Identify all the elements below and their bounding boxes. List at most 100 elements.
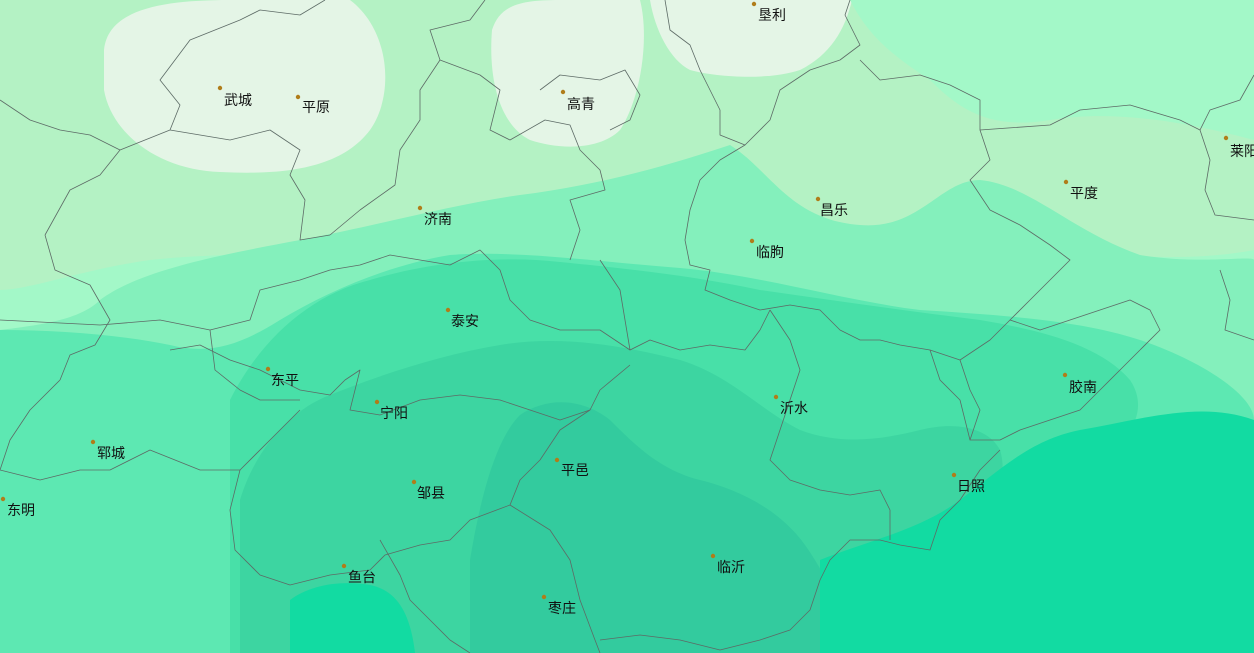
boundary-line xyxy=(169,344,631,421)
city-dot xyxy=(341,563,347,569)
city-label: 泰安 xyxy=(451,314,479,330)
fill-region-east-coast xyxy=(820,411,1254,653)
boundary-line xyxy=(0,379,61,471)
boundary-line xyxy=(859,59,1254,131)
boundary-line xyxy=(229,409,591,586)
boundary-line xyxy=(379,539,471,653)
city-label: 莱阳 xyxy=(1230,144,1254,160)
city-label: 临沂 xyxy=(717,560,745,576)
city-dot xyxy=(374,399,380,405)
city-label: 郓城 xyxy=(97,446,125,462)
city-dot xyxy=(951,472,957,478)
boundary-line xyxy=(439,59,606,261)
city-dot xyxy=(749,238,755,244)
city-marker[interactable]: 宁阳 xyxy=(374,399,408,422)
city-dot xyxy=(710,553,716,559)
fill-band-northeast xyxy=(850,0,1254,140)
city-marker[interactable]: 沂水 xyxy=(773,394,808,417)
city-dot xyxy=(295,94,301,100)
city-marker[interactable]: 昌乐 xyxy=(815,196,848,219)
boundary-line xyxy=(969,129,1161,351)
city-label: 平邑 xyxy=(561,463,589,479)
boundary-line xyxy=(0,409,301,481)
city-label: 枣庄 xyxy=(548,600,576,617)
city-label: 武城 xyxy=(224,93,252,109)
city-marker[interactable]: 平度 xyxy=(1063,179,1098,202)
city-dot xyxy=(541,594,547,600)
city-dot xyxy=(1062,372,1068,378)
boundary-line xyxy=(0,249,771,351)
city-label: 沂水 xyxy=(780,401,808,417)
city-dot xyxy=(265,366,271,372)
city-dot xyxy=(554,457,560,463)
city-marker[interactable]: 平邑 xyxy=(554,457,589,479)
city-marker[interactable]: 邹县 xyxy=(411,479,445,502)
city-marker[interactable]: 泰安 xyxy=(445,307,479,330)
city-marker[interactable]: 郓城 xyxy=(90,439,125,462)
city-label: 东明 xyxy=(7,503,35,519)
boundary-line xyxy=(209,329,300,401)
city-label: 平度 xyxy=(1070,186,1098,202)
city-marker[interactable]: 武城 xyxy=(217,85,252,109)
boundary-line xyxy=(769,309,891,540)
city-dot xyxy=(1223,135,1229,141)
city-marker[interactable]: 东明 xyxy=(0,496,35,519)
city-dot xyxy=(217,85,223,91)
boundary-line xyxy=(329,0,486,236)
boundary-line xyxy=(169,129,331,241)
city-dot xyxy=(90,439,96,445)
boundary-line xyxy=(0,99,121,151)
city-marker[interactable]: 胶南 xyxy=(1062,372,1097,396)
fill-blob-kenli xyxy=(650,0,852,77)
city-label: 济南 xyxy=(424,212,452,228)
boundary-line xyxy=(44,234,111,381)
city-label: 临朐 xyxy=(756,245,784,261)
city-label: 日照 xyxy=(957,479,985,495)
boundary-line xyxy=(929,349,971,441)
city-marker[interactable]: 高青 xyxy=(560,89,595,113)
boundary-line xyxy=(599,449,1001,651)
city-dot xyxy=(773,394,779,400)
city-dot xyxy=(751,1,757,7)
city-marker[interactable]: 东平 xyxy=(265,366,299,389)
city-marker[interactable]: 莱阳 xyxy=(1223,135,1254,160)
city-label: 鱼台 xyxy=(348,569,376,586)
boundary-line xyxy=(1199,129,1254,221)
city-dot xyxy=(1063,179,1069,185)
boundary-line xyxy=(509,504,601,653)
city-dot xyxy=(0,496,6,502)
boundary-line xyxy=(1219,269,1254,341)
city-label: 东平 xyxy=(271,373,299,389)
city-marker[interactable]: 临朐 xyxy=(749,238,784,261)
city-label: 平原 xyxy=(302,100,330,116)
city-marker[interactable]: 临沂 xyxy=(710,553,745,576)
boundary-line xyxy=(959,349,1141,441)
boundary-line xyxy=(684,144,1011,361)
city-dot xyxy=(815,196,821,202)
fill-blob-gaoqing xyxy=(491,0,644,147)
fill-blob-wucheng xyxy=(104,0,386,173)
boundary-line xyxy=(44,0,326,236)
fill-region-southwest xyxy=(290,583,415,653)
city-dot xyxy=(445,307,451,313)
city-label: 胶南 xyxy=(1069,379,1097,396)
city-marker[interactable]: 枣庄 xyxy=(541,594,576,617)
city-marker[interactable]: 垦利 xyxy=(751,1,786,24)
city-label: 昌乐 xyxy=(820,203,848,219)
city-label: 高青 xyxy=(567,96,595,113)
boundary-line xyxy=(539,69,641,131)
city-label: 宁阳 xyxy=(380,405,408,422)
city-label: 垦利 xyxy=(758,8,786,24)
city-marker[interactable]: 平原 xyxy=(295,94,330,116)
city-marker[interactable]: 鱼台 xyxy=(341,563,376,586)
fill-region-level8 xyxy=(470,402,850,653)
city-dot xyxy=(560,89,566,95)
city-dot xyxy=(417,205,423,211)
boundary-line xyxy=(599,259,631,351)
city-marker[interactable]: 济南 xyxy=(417,205,452,228)
city-marker[interactable]: 日照 xyxy=(951,472,985,495)
